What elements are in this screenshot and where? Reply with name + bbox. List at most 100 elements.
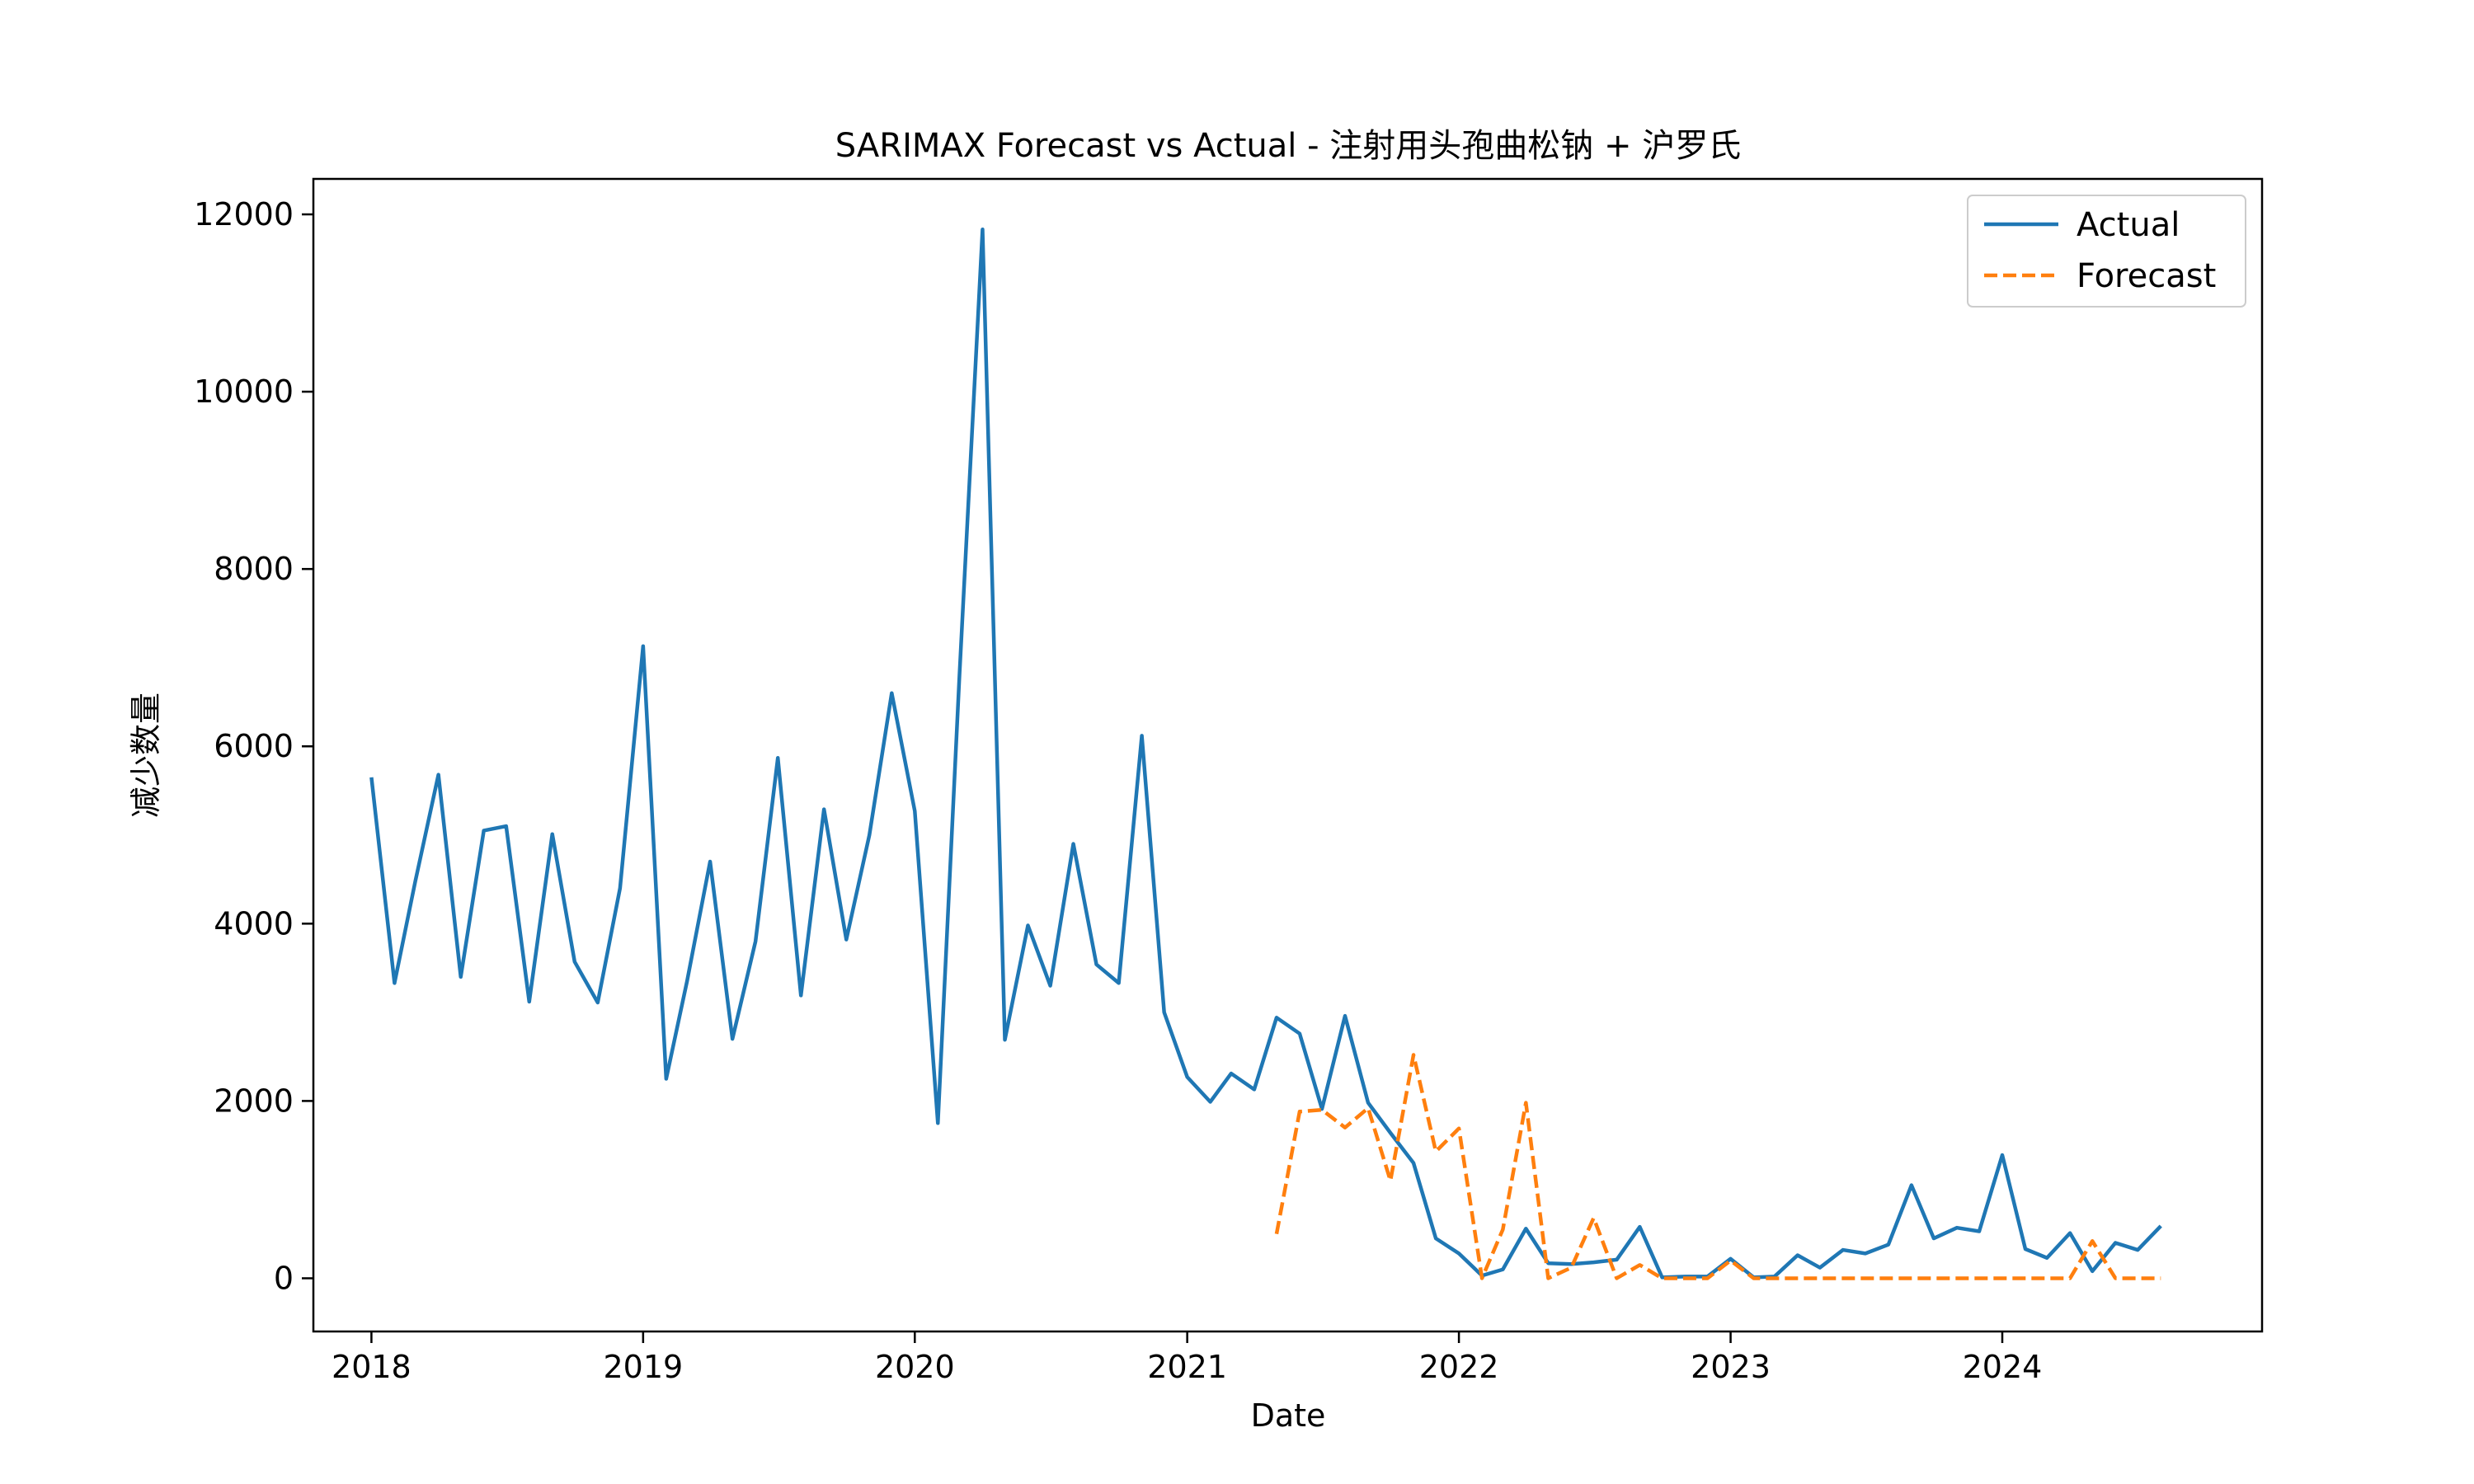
point-forecast-2023-11 <box>1955 1276 1959 1280</box>
point-actual-2023-09 <box>1910 1183 1913 1186</box>
point-forecast-2022-10 <box>1660 1276 1663 1280</box>
point-actual-2018-01 <box>369 776 373 779</box>
point-actual-2019-08 <box>799 993 802 997</box>
point-forecast-2023-01 <box>1729 1259 1732 1262</box>
point-forecast-2024-05 <box>2091 1239 2094 1242</box>
point-actual-2020-02 <box>936 1121 939 1125</box>
point-actual-2024-06 <box>2114 1241 2117 1244</box>
point-actual-2023-04 <box>1796 1253 1799 1256</box>
y-tick-label-5: 10000 <box>194 373 294 410</box>
series-layer <box>369 228 2162 1280</box>
point-actual-2021-12 <box>1434 1237 1437 1240</box>
point-forecast-2022-12 <box>1705 1276 1709 1280</box>
point-actual-2021-03 <box>1230 1072 1233 1075</box>
point-forecast-2021-07 <box>1320 1108 1324 1111</box>
point-forecast-2022-06 <box>1569 1266 1573 1269</box>
point-actual-2019-02 <box>665 1077 668 1080</box>
point-actual-2024-08 <box>2159 1224 2162 1228</box>
point-actual-2019-03 <box>685 979 689 983</box>
point-actual-2019-04 <box>708 860 712 863</box>
point-actual-2021-11 <box>1412 1161 1415 1164</box>
point-forecast-2022-05 <box>1546 1276 1550 1280</box>
x-tick-label-2: 2020 <box>875 1349 955 1385</box>
point-forecast-2022-07 <box>1592 1216 1595 1219</box>
point-actual-2021-08 <box>1343 1014 1347 1017</box>
point-actual-2024-02 <box>2024 1247 2027 1251</box>
point-forecast-2023-06 <box>1841 1276 1845 1280</box>
x-axis-label: Date <box>1251 1397 1326 1434</box>
point-actual-2018-03 <box>413 880 416 883</box>
point-actual-2023-05 <box>1818 1266 1822 1269</box>
point-actual-2020-04 <box>981 228 984 231</box>
point-forecast-2023-07 <box>1864 1276 1867 1280</box>
x-tick-label-1: 2019 <box>603 1349 683 1385</box>
legend-label-actual: Actual <box>2077 206 2180 244</box>
x-tick-label-6: 2024 <box>1963 1349 2043 1385</box>
point-actual-2018-02 <box>393 981 396 984</box>
point-actual-2019-12 <box>890 692 893 695</box>
chart-title: SARIMAX Forecast vs Actual - 注射用头孢曲松钠 + … <box>835 127 1741 165</box>
point-actual-2023-06 <box>1841 1248 1845 1252</box>
point-actual-2021-01 <box>1185 1075 1188 1078</box>
point-forecast-2022-01 <box>1457 1127 1460 1130</box>
y-tick-label-0: 0 <box>274 1260 294 1296</box>
point-actual-2021-09 <box>1366 1101 1370 1104</box>
point-actual-2024-03 <box>2045 1256 2048 1260</box>
point-forecast-2024-04 <box>2068 1276 2072 1280</box>
point-forecast-2023-08 <box>1887 1276 1890 1280</box>
x-tick-label-5: 2023 <box>1691 1349 1771 1385</box>
point-forecast-2022-11 <box>1683 1276 1686 1280</box>
point-actual-2024-05 <box>2091 1270 2094 1273</box>
point-actual-2019-06 <box>754 940 757 943</box>
point-forecast-2023-05 <box>1818 1276 1822 1280</box>
point-actual-2020-06 <box>1026 923 1029 927</box>
point-actual-2019-01 <box>642 645 645 648</box>
point-forecast-2023-12 <box>1978 1276 1981 1280</box>
point-forecast-2022-08 <box>1615 1276 1618 1280</box>
point-forecast-2024-03 <box>2045 1276 2048 1280</box>
point-actual-2020-01 <box>913 810 916 813</box>
point-forecast-2023-02 <box>1752 1276 1755 1280</box>
point-forecast-2022-09 <box>1638 1263 1641 1266</box>
point-forecast-2022-02 <box>1480 1276 1484 1280</box>
point-forecast-2024-06 <box>2114 1276 2117 1280</box>
point-forecast-2022-04 <box>1524 1101 1527 1104</box>
point-actual-2018-06 <box>482 829 485 832</box>
point-actual-2020-12 <box>1162 1011 1165 1014</box>
y-axis-label: 减少数量 <box>128 693 164 818</box>
point-actual-2024-01 <box>2001 1153 2004 1157</box>
point-forecast-2023-04 <box>1796 1276 1799 1280</box>
point-actual-2022-09 <box>1638 1225 1641 1228</box>
point-actual-2018-09 <box>551 833 554 836</box>
y-axis: 0 2000 4000 6000 8000 10000 12000 <box>194 196 313 1296</box>
y-tick-label-6: 12000 <box>194 196 294 232</box>
x-tick-label-4: 2022 <box>1419 1349 1499 1385</box>
point-actual-2022-08 <box>1615 1258 1618 1261</box>
point-actual-2023-10 <box>1932 1237 1935 1240</box>
point-actual-2020-08 <box>1071 842 1075 845</box>
point-forecast-2023-03 <box>1773 1276 1776 1280</box>
point-actual-2020-03 <box>957 674 961 677</box>
y-tick-label-3: 6000 <box>214 728 294 764</box>
point-actual-2023-11 <box>1955 1226 1959 1229</box>
point-actual-2019-11 <box>868 834 871 837</box>
point-actual-2020-05 <box>1003 1038 1006 1041</box>
point-actual-2021-02 <box>1208 1100 1211 1103</box>
point-actual-2022-07 <box>1592 1261 1595 1264</box>
point-actual-2018-05 <box>459 975 463 979</box>
point-forecast-2024-02 <box>2024 1276 2027 1280</box>
point-actual-2019-09 <box>822 807 825 810</box>
point-actual-2023-12 <box>1978 1229 1981 1233</box>
point-forecast-2021-10 <box>1389 1179 1392 1182</box>
point-actual-2018-08 <box>528 1000 531 1003</box>
point-actual-2020-07 <box>1048 984 1051 987</box>
point-forecast-2022-03 <box>1501 1228 1504 1231</box>
point-actual-2022-03 <box>1501 1268 1504 1271</box>
point-actual-2021-06 <box>1298 1031 1301 1035</box>
y-tick-label-4: 8000 <box>214 551 294 587</box>
point-actual-2023-07 <box>1864 1252 1867 1255</box>
point-actual-2019-07 <box>776 756 779 759</box>
point-actual-2022-01 <box>1457 1252 1460 1255</box>
point-forecast-2021-06 <box>1298 1110 1301 1113</box>
